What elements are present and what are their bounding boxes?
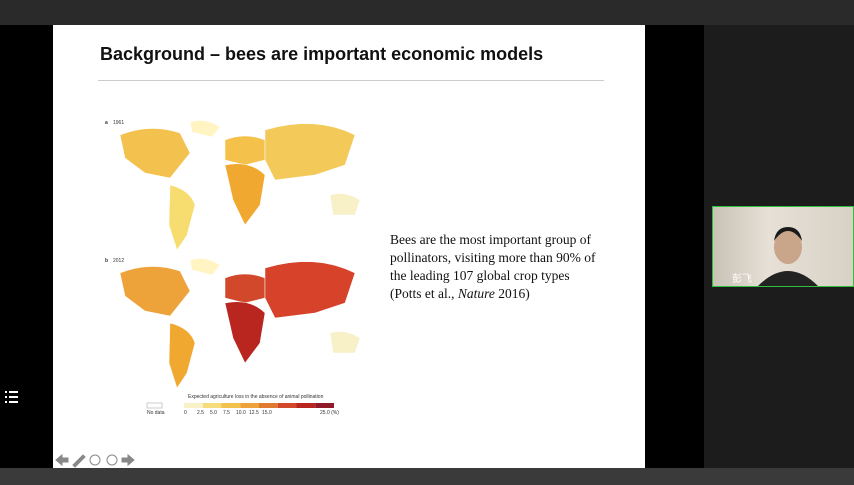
legend-tick: 5.0 [210,410,217,416]
continent [119,128,191,179]
continent [329,331,361,354]
continent [189,258,221,276]
continent [168,184,196,251]
participant-video[interactable] [712,206,854,287]
legend-tick: 0 [184,410,187,416]
citation: (Potts et al., Nature 2016) [390,286,530,302]
legend-tick: 10.0 [236,410,246,416]
body-line: the leading 107 global crop types [390,268,570,283]
body-line: Bees are the most important group of [390,232,591,247]
legend-tick: 15.0 [262,410,272,416]
map-letter: a [105,120,108,126]
participant-figure [758,227,818,286]
legend-swatch [296,403,316,408]
slide-controls[interactable] [55,453,135,468]
maps: a 1961 b 2012 Expected agriculture loss in t… [105,120,361,416]
legend-swatch [240,403,259,408]
citation-text: (Potts et al., [390,286,458,301]
legend-swatch [277,403,297,408]
map-letter: b [105,258,108,264]
continent [224,273,266,304]
citation-journal: Nature [457,286,495,301]
legend-swatch [221,403,241,408]
continent [189,120,221,138]
top-bar [0,0,854,25]
legend-tick: 7.5 [223,410,230,416]
continent [119,266,191,317]
no-data-swatch [146,402,163,409]
continent [168,322,196,389]
slide [53,25,645,468]
legend-title: Expected agriculture loss in the absence… [188,394,324,400]
continent [224,301,266,364]
title-rule [98,80,604,81]
slide-title: Background – bees are important economic… [100,44,544,64]
map-year: 1961 [113,120,124,126]
map-year: 2012 [113,258,124,264]
body-line: pollinators, visiting more than 90% of [390,250,596,265]
bottom-bar [0,468,854,485]
continent [264,123,356,181]
legend-tick: 25.0 (%) [320,410,339,416]
participant-name: 彭飞 [732,274,752,285]
legend-swatch [184,403,203,408]
legend-swatch [202,403,222,408]
continent [329,193,361,216]
citation-text: 2016) [494,286,530,301]
continent [224,135,266,166]
continent [264,261,356,319]
continent [224,163,266,226]
no-data-label: No data [147,410,165,416]
legend-tick: 2.5 [197,410,204,416]
legend-tick: 12.5 [249,410,259,416]
menu-icon[interactable] [5,391,18,403]
legend-swatch [259,403,278,408]
legend-swatch [315,403,334,408]
